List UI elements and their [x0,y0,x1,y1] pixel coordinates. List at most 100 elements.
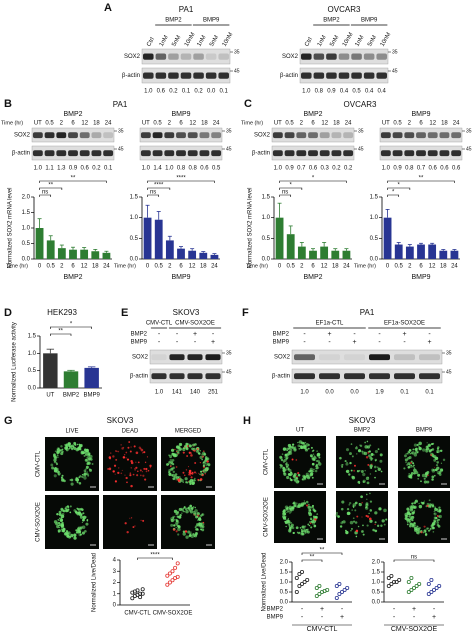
blot-treatment: BMP9 [411,111,430,118]
treatment-sign: - [433,606,436,613]
cell-live [75,529,78,532]
cell-live [177,520,179,522]
cell-live [282,510,285,513]
cell-dead [182,471,185,474]
cell-live [413,443,418,447]
chart-treatment: BMP2 [63,274,82,281]
cell-live [66,534,70,538]
x-tick-label: CMV-SOX2OE [153,611,193,617]
lane-label: 6 [311,121,315,127]
cell-live [60,448,63,452]
bar [320,246,329,259]
cell-live [175,523,179,526]
panel-title: HEK293 [47,308,77,317]
cell-live [371,457,374,460]
cell-live [77,531,81,534]
treatment-sign: - [158,331,161,338]
cell-dead [127,446,130,449]
axis [291,562,352,603]
band [205,53,217,60]
x-tick-label: 0 [146,264,150,270]
dot [173,565,178,570]
cell-live [377,448,380,451]
quant-value: 141 [172,390,183,396]
cell-live [354,521,358,524]
micrograph [103,437,157,491]
cell-live [422,532,425,534]
cell-live [289,507,293,511]
cell-live [423,480,428,484]
cell-live [59,523,63,527]
group-label: CMV-SOX2OE [391,626,438,633]
cell-live [58,517,61,520]
band [140,132,151,139]
significance: ** [48,183,53,189]
cell-live [310,446,313,449]
group-label: CMV-SOX2OE [175,321,215,327]
bar [165,240,174,259]
mw-label: 35 [392,49,398,55]
dot [409,576,414,581]
panel-title: SKOV3 [107,416,134,425]
cell-live [301,530,304,533]
dot [297,584,302,589]
cell-dead [199,478,203,481]
treatment-sign: + [327,331,331,338]
cell-live [368,512,370,515]
lane-label: 2 [408,121,412,127]
cell-live [348,504,350,506]
band [416,132,426,139]
significance: **** [150,553,160,559]
cell-live [289,529,292,532]
cell-live [427,527,429,530]
cell-live [436,451,439,454]
cell-live [285,453,290,457]
band [419,373,440,380]
cell-live [187,506,191,510]
cell-live [311,462,315,466]
row-label: SOX2 [132,355,149,361]
cell-live [290,478,293,482]
sig-bracket [301,552,343,555]
cell-live [414,452,417,454]
cell-live [198,473,201,476]
sig-bracket [39,187,63,190]
cell-dead [120,472,123,475]
quant-value: 0.0 [207,89,216,95]
cell-dead [203,450,205,452]
cell-dead [305,504,309,507]
lane-label: 2 [168,121,172,127]
cell-live [380,524,383,527]
cell-live [413,467,416,469]
cell-live [355,446,358,450]
cell-live [412,462,415,465]
cell-live [380,470,383,473]
band [155,72,167,79]
cell-live [430,526,434,530]
y-tick-label: 0.0 [280,600,289,606]
band [193,53,204,60]
x-axis-label: Time (hr) [6,263,28,269]
cell-live [312,449,315,452]
quant-value: 1.4 [153,166,162,172]
cell-dead [365,455,369,459]
cell-dead [430,454,433,456]
cell-live [374,449,378,454]
cell-live [86,519,88,522]
cell-dead [142,474,145,477]
cell-live [357,525,360,528]
treatment-sign: - [303,339,306,346]
cell-live [281,453,284,455]
cell-dead [144,478,147,481]
bar [177,248,185,259]
cell-dead [193,449,197,452]
cell-dead [434,466,436,468]
panel-label: F [242,307,249,319]
cell-live [68,445,70,448]
cell-live [198,517,202,521]
cell-live [78,508,82,511]
cell-dead [132,526,135,529]
lane-label: 12 [81,121,88,127]
cell-live [432,531,435,533]
cell-live [57,456,59,459]
